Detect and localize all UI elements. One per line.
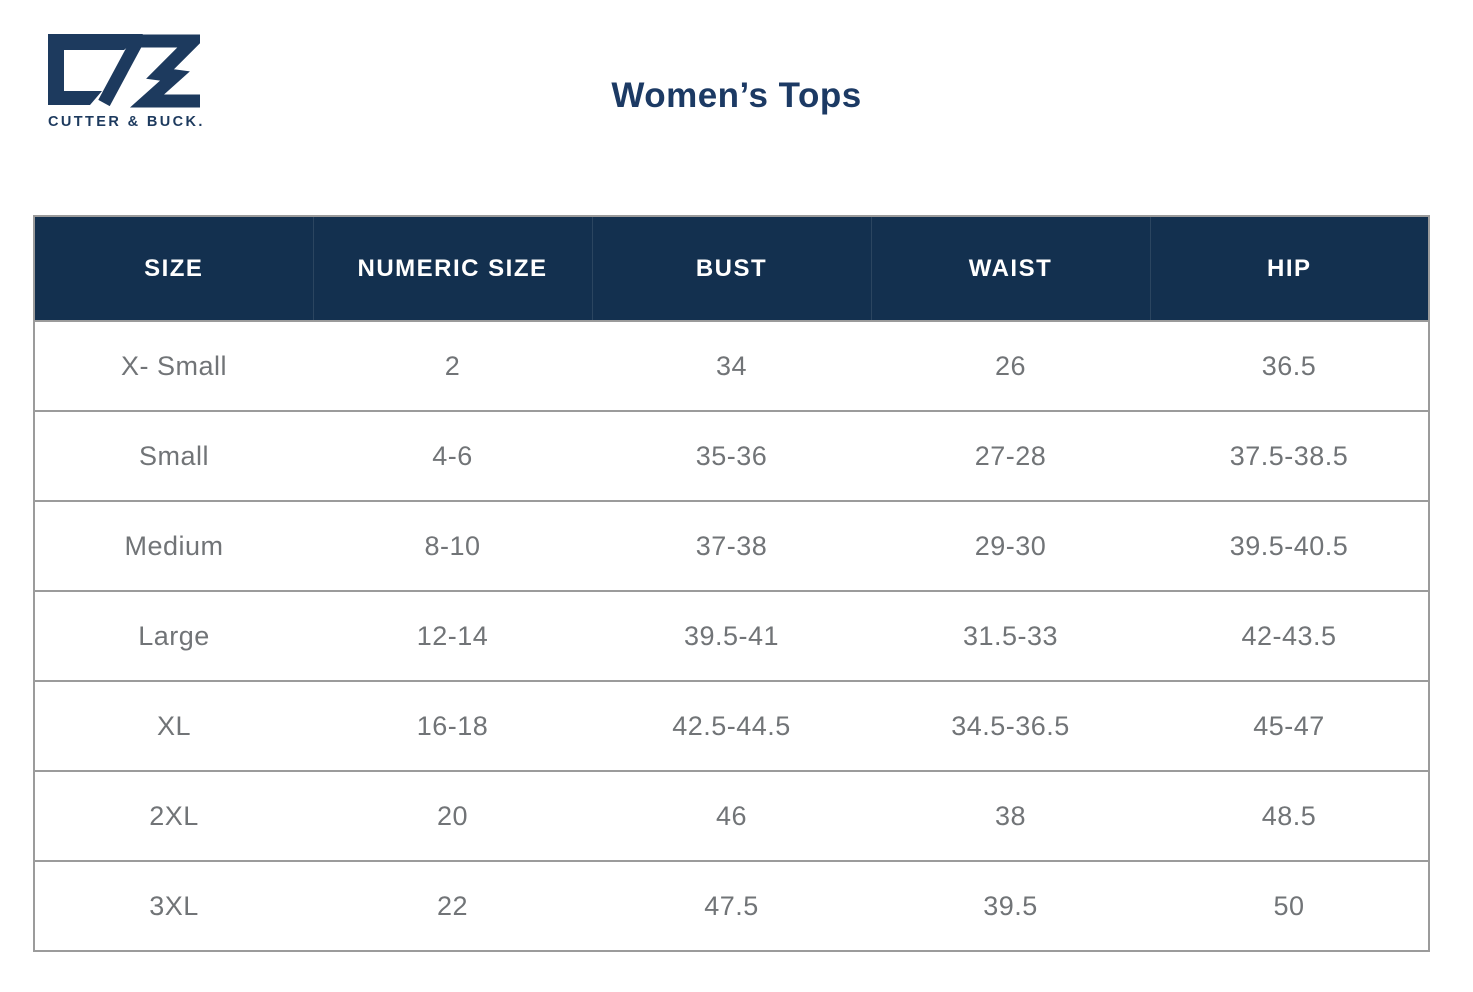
- cell-waist: 31.5-33: [871, 590, 1150, 681]
- cell-numeric-size: 2: [313, 321, 592, 411]
- cell-waist: 26: [871, 321, 1150, 411]
- cell-size: Large: [34, 590, 313, 681]
- cell-waist: 29-30: [871, 500, 1150, 591]
- column-header-hip: HIP: [1149, 216, 1429, 322]
- cell-size: 2XL: [34, 770, 313, 861]
- column-header-waist: WAIST: [870, 216, 1150, 322]
- cell-size: X- Small: [34, 321, 313, 411]
- column-header-bust: BUST: [591, 216, 871, 322]
- cell-hip: 37.5-38.5: [1150, 410, 1429, 501]
- brand-wordmark: CUTTER & BUCK.: [48, 114, 205, 130]
- cell-size: Medium: [34, 500, 313, 591]
- column-header-size: SIZE: [34, 216, 313, 322]
- cell-waist: 39.5: [871, 860, 1150, 951]
- cell-bust: 46: [592, 770, 871, 861]
- cell-size: Small: [34, 410, 313, 501]
- cell-hip: 42-43.5: [1150, 590, 1429, 681]
- table-row-xsmall: X- Small 2 34 26 36.5: [34, 321, 1429, 411]
- cell-size: XL: [34, 680, 313, 771]
- cell-hip: 48.5: [1150, 770, 1429, 861]
- table-row-xl: XL 16-18 42.5-44.5 34.5-36.5 45-47: [34, 680, 1429, 771]
- cell-numeric-size: 22: [313, 860, 592, 951]
- page-title: Women’s Tops: [611, 76, 862, 115]
- cell-bust: 34: [592, 321, 871, 411]
- cell-bust: 47.5: [592, 860, 871, 951]
- cell-waist: 34.5-36.5: [871, 680, 1150, 771]
- cell-waist: 38: [871, 770, 1150, 861]
- cell-hip: 39.5-40.5: [1150, 500, 1429, 591]
- cell-bust: 37-38: [592, 500, 871, 591]
- cell-hip: 50: [1150, 860, 1429, 951]
- cell-waist: 27-28: [871, 410, 1150, 501]
- brand-logo: CUTTER & BUCK.: [48, 34, 208, 130]
- header-row: SIZE NUMERIC SIZE BUST WAIST HIP: [34, 216, 1429, 322]
- cell-bust: 35-36: [592, 410, 871, 501]
- cell-bust: 42.5-44.5: [592, 680, 871, 771]
- cell-numeric-size: 8-10: [313, 500, 592, 591]
- size-chart-header: SIZE NUMERIC SIZE BUST WAIST HIP: [34, 216, 1429, 322]
- cell-numeric-size: 16-18: [313, 680, 592, 771]
- size-chart-body: X- Small 2 34 26 36.5 Small 4-6 35-36 27…: [34, 321, 1429, 951]
- cell-numeric-size: 12-14: [313, 590, 592, 681]
- column-header-numeric-size: NUMERIC SIZE: [312, 216, 592, 322]
- cell-numeric-size: 4-6: [313, 410, 592, 501]
- cell-bust: 39.5-41: [592, 590, 871, 681]
- table-row-medium: Medium 8-10 37-38 29-30 39.5-40.5: [34, 500, 1429, 591]
- cell-hip: 36.5: [1150, 321, 1429, 411]
- size-chart-table: SIZE NUMERIC SIZE BUST WAIST HIP X- Smal…: [33, 215, 1430, 952]
- table-row-large: Large 12-14 39.5-41 31.5-33 42-43.5: [34, 590, 1429, 681]
- table-row-2xl: 2XL 20 46 38 48.5: [34, 770, 1429, 861]
- cell-size: 3XL: [34, 860, 313, 951]
- table-row-small: Small 4-6 35-36 27-28 37.5-38.5: [34, 410, 1429, 501]
- cutter-buck-logo-icon: [48, 34, 200, 108]
- cell-hip: 45-47: [1150, 680, 1429, 771]
- cell-numeric-size: 20: [313, 770, 592, 861]
- table-row-3xl: 3XL 22 47.5 39.5 50: [34, 860, 1429, 951]
